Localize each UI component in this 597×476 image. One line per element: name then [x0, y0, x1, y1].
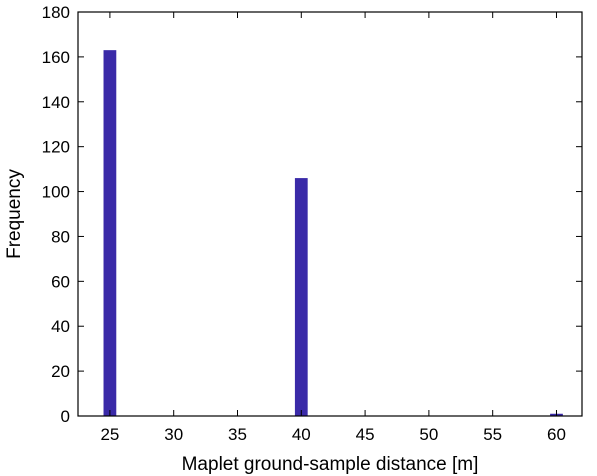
y-tick-label-40: 40	[51, 317, 70, 336]
x-tick-label-55: 55	[483, 425, 502, 444]
y-tick-label-100: 100	[42, 183, 70, 202]
y-axis-ticks: 0 20 40 60 80 100 120 140 160 180	[42, 3, 582, 426]
y-tick-label-0: 0	[61, 407, 70, 426]
bar-25	[103, 50, 117, 417]
y-tick-label-140: 140	[42, 93, 70, 112]
y-tick-label-20: 20	[51, 362, 70, 381]
y-tick-label-160: 160	[42, 48, 70, 67]
y-tick-label-80: 80	[51, 227, 70, 246]
y-axis-label: Frequency	[4, 169, 25, 259]
y-tick-label-120: 120	[42, 138, 70, 157]
x-tick-label-60: 60	[547, 425, 566, 444]
plot-frame	[77, 11, 583, 417]
x-tick-label-30: 30	[164, 425, 183, 444]
x-axis-label: Maplet ground-sample distance [m]	[182, 454, 479, 475]
bar-40	[294, 178, 308, 416]
x-tick-label-25: 25	[100, 425, 119, 444]
y-tick-label-60: 60	[51, 272, 70, 291]
x-axis-ticks: 25 30 35 40 45 50 55 60	[100, 12, 566, 444]
x-tick-label-35: 35	[228, 425, 247, 444]
bars-group	[103, 50, 563, 417]
x-tick-label-40: 40	[292, 425, 311, 444]
y-tick-label-180: 180	[42, 3, 70, 22]
x-tick-label-50: 50	[419, 425, 438, 444]
x-tick-label-45: 45	[356, 425, 375, 444]
